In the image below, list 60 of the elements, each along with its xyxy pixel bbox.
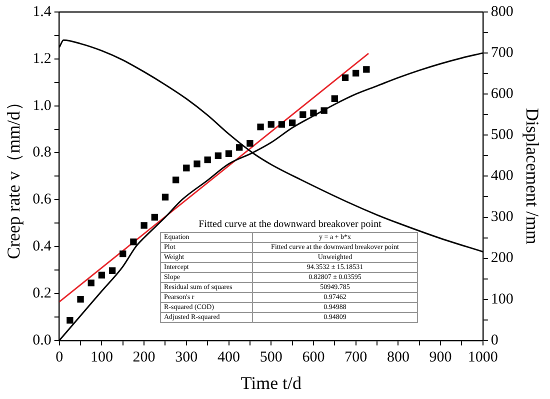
y-tick-label: 0.4: [32, 238, 52, 255]
point: [162, 194, 169, 200]
y2-tick-label: 800: [490, 4, 514, 20]
point: [194, 160, 200, 168]
y2-tick-label: 600: [490, 86, 514, 102]
y-tick-label: 1.2: [32, 50, 52, 67]
point: [88, 280, 94, 286]
x-tick-label: 0: [56, 349, 64, 366]
y-tick-label: 0.6: [32, 192, 52, 208]
point: [352, 70, 360, 76]
point: [204, 156, 211, 164]
y2-tick-label: 700: [490, 44, 514, 61]
y2-axis-title: Displacement /mm: [522, 108, 542, 244]
y2-tick-label: 400: [490, 168, 514, 184]
point: [151, 214, 158, 221]
point: [363, 66, 370, 73]
point: [130, 238, 137, 246]
y2-tick-label: 200: [490, 250, 514, 266]
point: [108, 267, 116, 274]
y-tick-label: 0.8: [32, 144, 52, 161]
y-tick-label: 1.4: [32, 4, 52, 20]
point: [77, 296, 84, 303]
x-tick-label: 800: [386, 349, 410, 366]
y-tick-label: 0.2: [32, 285, 52, 302]
y2-tick-label: 500: [490, 127, 514, 144]
x-tick-label: 900: [429, 349, 452, 366]
annotation: Fitted curve at the downward breakover point: [198, 219, 382, 230]
point: [310, 110, 317, 116]
point: [246, 140, 254, 147]
point: [120, 250, 126, 258]
y2-tick-label: 300: [490, 209, 514, 226]
y2-tick-label: 0: [490, 332, 498, 348]
point: [66, 316, 74, 324]
point: [225, 150, 232, 157]
x-tick-label: 1000: [468, 349, 498, 366]
point: [342, 74, 349, 82]
point: [172, 176, 180, 184]
y2-tick-label: 100: [490, 291, 514, 308]
point: [257, 124, 264, 130]
point: [98, 272, 106, 278]
point: [288, 120, 296, 126]
y-axis-title: Creep rate v（mm/d）: [4, 93, 24, 260]
point: [278, 121, 286, 128]
point: [140, 222, 148, 229]
x-tick-label: 500: [260, 349, 282, 366]
x-tick-label: 200: [132, 349, 156, 366]
x-tick-label: 700: [344, 349, 368, 366]
point: [214, 152, 222, 160]
point: [300, 111, 306, 118]
point: [236, 144, 243, 151]
x-tick-label: 300: [175, 349, 198, 366]
x-tick-label: 600: [302, 349, 325, 366]
y-tick-label: 1.0: [32, 98, 52, 114]
point: [331, 95, 338, 102]
x-axis-title: Time t/d: [240, 372, 302, 393]
x-tick-label: 100: [90, 349, 113, 366]
point: [183, 164, 190, 172]
x-tick-label: 400: [218, 349, 240, 366]
y-tick-label: 0.0: [32, 332, 52, 348]
point: [268, 121, 274, 128]
